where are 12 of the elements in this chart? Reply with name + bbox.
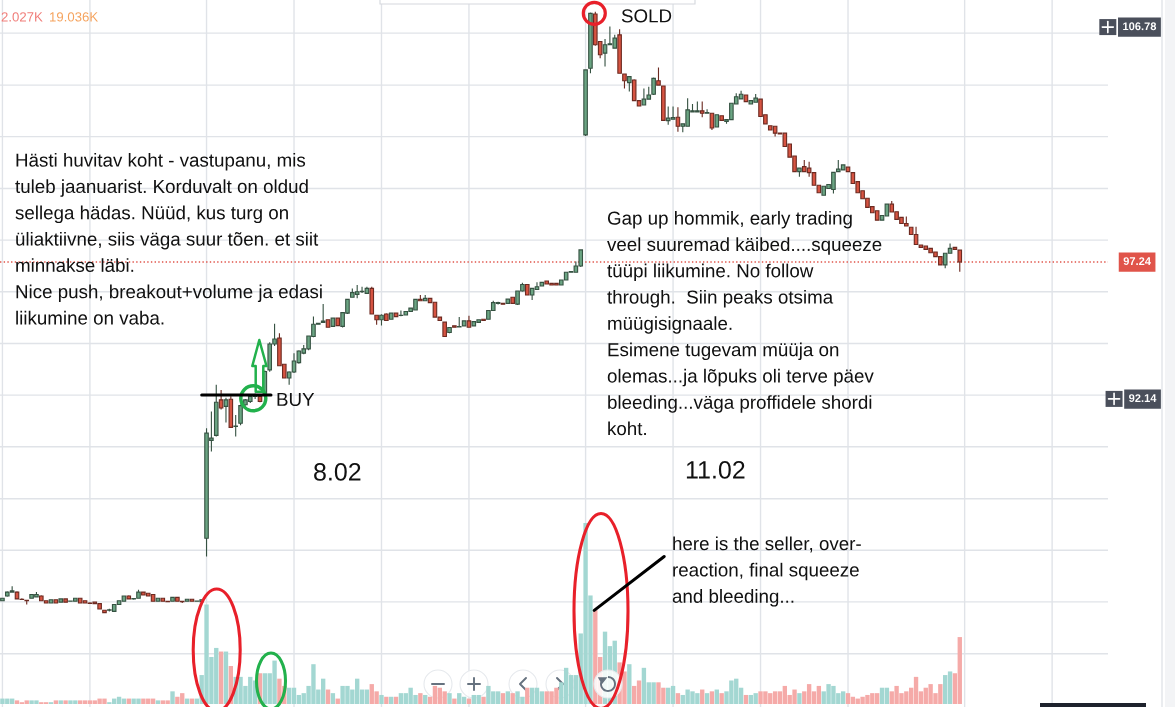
annotation: 2.027K (1, 12, 43, 22)
y-tick-label: 92.14 (1129, 394, 1157, 403)
y-tick-label: 106.78 (1123, 22, 1157, 31)
annotation: Hästi huvitav koht - vastupanu, mis tuleb jaanuarist. Korduvalt on oldud sellega hädas. Nüüd, kus turg on üliaktiivne, siis väga suur tõen. et siit minnakse läbi. Nice push, breakout+volume ja edasi liikumine on vaba. (15, 153, 322, 325)
annotation: BUY (277, 392, 315, 407)
ref-line-label: 97.24 (1123, 257, 1151, 266)
annotation: here is the seller, over- reaction, final squeeze and bleeding... (672, 536, 861, 607)
annotation: 11.02 (686, 461, 745, 479)
annotation: 8.02 (314, 463, 361, 481)
text: Gap up hommik, early trading veel suuremad käibed....squeeze tüüpi liikumine. No follow through. Siin peaks otsima müügisignaale. Esimene tugevam müüja on olemas...ja lõpuks oli terve päev bleeding...väga proffidele shordi koht. (607, 211, 882, 436)
annotation: SOLD (621, 9, 672, 23)
annotation: 19.036K (50, 12, 99, 22)
